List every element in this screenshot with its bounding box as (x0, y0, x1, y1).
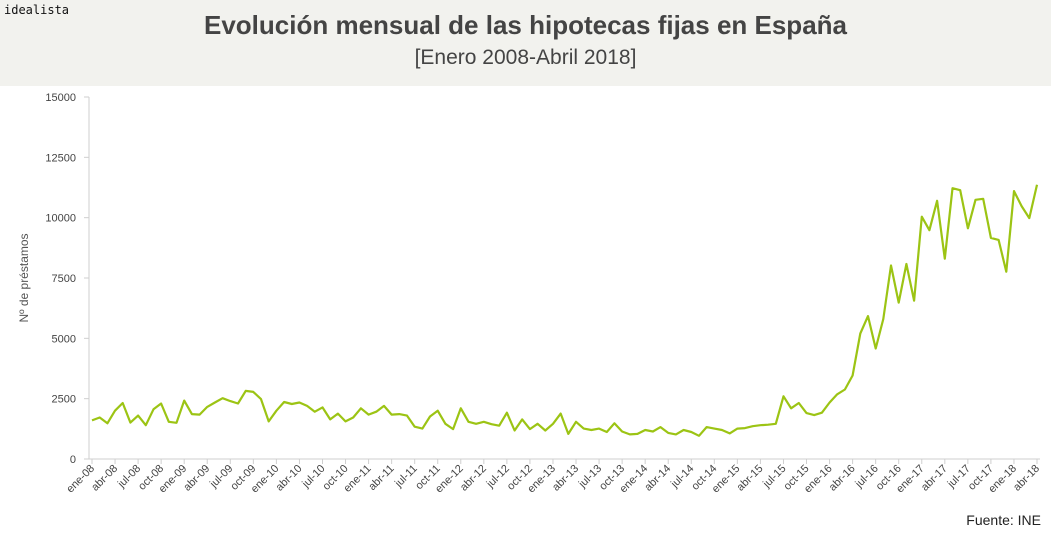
y-tick-label: 7500 (52, 273, 76, 285)
y-axis-label: Nº de préstamos (17, 233, 31, 322)
y-tick-label: 10000 (45, 213, 76, 225)
chart-title: Evolución mensual de las hipotecas fijas… (204, 10, 847, 40)
header-band: idealista Evolución mensual de las hipot… (0, 0, 1051, 86)
y-ticks-group: 0 2500 5000 7500 10000 12500 15000 (45, 92, 89, 466)
x-tick-label: ene-08 (64, 463, 97, 496)
brand-logo: idealista (4, 3, 70, 17)
x-tick-label: abr-08 (89, 463, 120, 494)
x-tick-label: abr-16 (827, 463, 858, 494)
y-tick-label: 5000 (52, 333, 76, 345)
x-tick-label: abr-11 (366, 463, 396, 493)
x-tick-label: abr-18 (1011, 463, 1042, 494)
x-tick-label: abr-17 (919, 463, 950, 494)
chart-subtitle: [Enero 2008-Abril 2018] (414, 46, 637, 69)
y-tick-label: 12500 (45, 152, 76, 164)
series-line (91, 184, 1039, 437)
x-tick-label: abr-10 (274, 463, 305, 494)
x-tick-label: abr-09 (181, 463, 212, 494)
y-tick-label: 15000 (45, 92, 76, 104)
x-tick-label: abr-14 (642, 463, 673, 494)
y-tick-label: 0 (70, 454, 76, 466)
x-tick-label: abr-12 (458, 463, 489, 494)
source-note: Fuente: INE (966, 512, 1041, 528)
axes-group (88, 97, 1040, 460)
x-tick-label: abr-13 (550, 463, 581, 494)
y-tick-label: 2500 (52, 394, 76, 406)
x-tick-label: abr-15 (735, 463, 766, 494)
x-ticks-group: ene-08abr-08jul-08oct-08ene-09abr-09jul-… (64, 459, 1042, 495)
